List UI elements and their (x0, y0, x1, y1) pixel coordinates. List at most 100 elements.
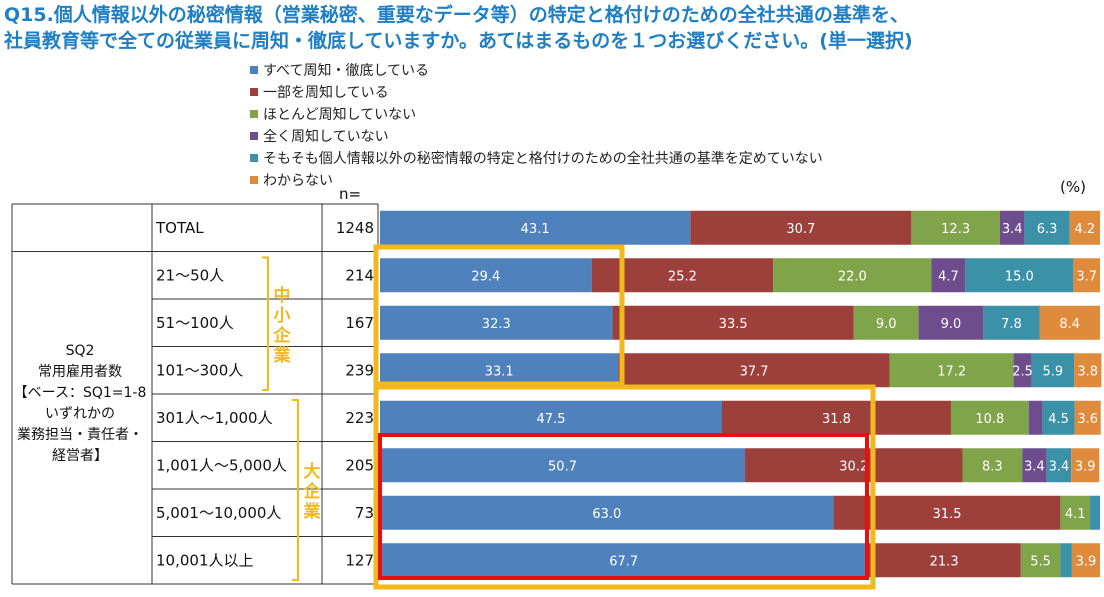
data-label: 9.0 (941, 317, 962, 332)
small-company-char: 業 (274, 345, 291, 366)
bar-segment (889, 353, 1014, 388)
n-value: 223 (345, 409, 374, 427)
data-label: 30.2 (839, 459, 868, 474)
bar-segment (380, 210, 691, 245)
small-company-char: 中 (274, 285, 291, 306)
bar-segment (1069, 210, 1100, 245)
data-label: 21.3 (930, 554, 959, 569)
legend-swatch (250, 88, 258, 96)
bar-segment (380, 495, 834, 530)
bar-segment (918, 305, 984, 340)
data-label: 4.5 (1048, 412, 1069, 427)
legend-swatch (250, 132, 258, 140)
n-header: n= (339, 185, 362, 203)
legend-item: ほとんど周知していない (250, 104, 823, 126)
base-label-line: SQ2 (66, 343, 95, 359)
bar-segment (1060, 543, 1072, 578)
data-label: 50.7 (548, 459, 577, 474)
bar-segment (1046, 448, 1072, 483)
data-label: 7.8 (1001, 317, 1022, 332)
unit-label: (%) (1060, 178, 1086, 196)
legend-swatch (250, 176, 258, 184)
data-label: 3.8 (1077, 364, 1098, 379)
category-label: 10,001人以上 (156, 551, 254, 569)
base-label: SQ2 常用雇用者数【ベース：SQ1=1-8 いずれかの業務担当・責任者・経営者】 (14, 343, 147, 464)
legend-item: 一部を周知している (250, 82, 823, 104)
small-company-char: 企 (273, 325, 292, 346)
legend-swatch (250, 154, 258, 162)
data-label: 15.0 (1005, 269, 1034, 284)
bar-segment (690, 210, 912, 245)
bar-segment (773, 258, 932, 293)
data-label: 3.4 (1002, 222, 1023, 237)
data-label: 22.0 (838, 269, 867, 284)
category-label: 5,001～10,000人 (156, 504, 281, 522)
bar-segment (612, 305, 854, 340)
data-label: 8.3 (982, 459, 1003, 474)
data-label: 3.9 (1075, 459, 1096, 474)
n-value: 205 (345, 456, 374, 474)
legend-item: 全く周知していない (250, 126, 823, 148)
base-label-line: 経営者】 (52, 448, 108, 464)
bar-segment (950, 400, 1029, 435)
base-label-line: 常用雇用者数 (38, 363, 122, 380)
bar-segment (867, 543, 1021, 578)
title-line-1: Q15.個人情報以外の秘密情報（営業秘密、重要なデータ等）の特定と格付けのための… (4, 4, 909, 26)
data-label: 43.1 (521, 222, 550, 237)
data-label: 67.7 (609, 554, 638, 569)
data-label: 10.8 (975, 412, 1004, 427)
bar-segment (1028, 400, 1043, 435)
n-value: 1248 (336, 219, 374, 237)
bar-segment (911, 210, 1000, 245)
base-label-line: 業務担当・責任者・ (17, 427, 143, 443)
base-label-line: いずれかの (45, 406, 115, 422)
data-label: 63.0 (592, 507, 621, 522)
category-label: 301人～1,000人 (156, 409, 273, 427)
data-label: 2.5 (1012, 364, 1033, 379)
n-value: 167 (345, 314, 374, 332)
n-value: 239 (345, 361, 374, 379)
data-label: 12.3 (941, 222, 970, 237)
category-label: 21～50人 (156, 266, 224, 284)
bar-segment (380, 258, 592, 293)
bar-segment (983, 305, 1040, 340)
highlight-frame-small-company (373, 244, 625, 387)
bar-segment (1071, 543, 1100, 578)
n-value: 214 (345, 266, 374, 284)
data-label: 31.8 (822, 412, 851, 427)
bar-segment (1074, 400, 1101, 435)
data-label: 8.4 (1059, 317, 1080, 332)
large-company-char: 企 (303, 481, 322, 502)
data-label: 32.3 (482, 317, 511, 332)
large-company-bracket (292, 399, 299, 581)
legend-label: ほとんど周知していない (263, 107, 417, 123)
bar-segment (380, 543, 868, 578)
data-label: 33.5 (719, 317, 748, 332)
bar-segment (1089, 495, 1100, 530)
bar-segment (380, 305, 613, 340)
data-label: 4.2 (1075, 222, 1096, 237)
data-label: 37.7 (740, 364, 769, 379)
legend-label: そもそも個人情報以外の秘密情報の特定と格付けのための全社共通の基準を定めていない (263, 151, 823, 167)
data-label: 3.6 (1077, 412, 1098, 427)
category-label: 101～300人 (156, 361, 243, 379)
bar-segment (1042, 400, 1075, 435)
bar-segment (380, 448, 746, 483)
bar-segment (1074, 353, 1102, 388)
title-line-2: 社員教育等で全ての従業員に周知・徹底していますか。あてはまるものを１つお選びくだ… (4, 30, 913, 52)
bar-segment (1039, 305, 1100, 340)
bar-segment (618, 353, 890, 388)
data-label: 25.2 (668, 269, 697, 284)
data-label: 31.5 (933, 507, 962, 522)
legend-item: わからない (250, 170, 823, 192)
large-company-char: 大 (304, 461, 321, 482)
bar-segment (722, 400, 951, 435)
bar-segment (1073, 258, 1100, 293)
data-label: 4.1 (1065, 507, 1086, 522)
legend-label: 一部を周知している (263, 85, 389, 101)
bar-segment (745, 448, 963, 483)
n-value: 73 (355, 504, 374, 522)
data-label: 3.7 (1076, 269, 1097, 284)
bar-segment (1060, 495, 1090, 530)
